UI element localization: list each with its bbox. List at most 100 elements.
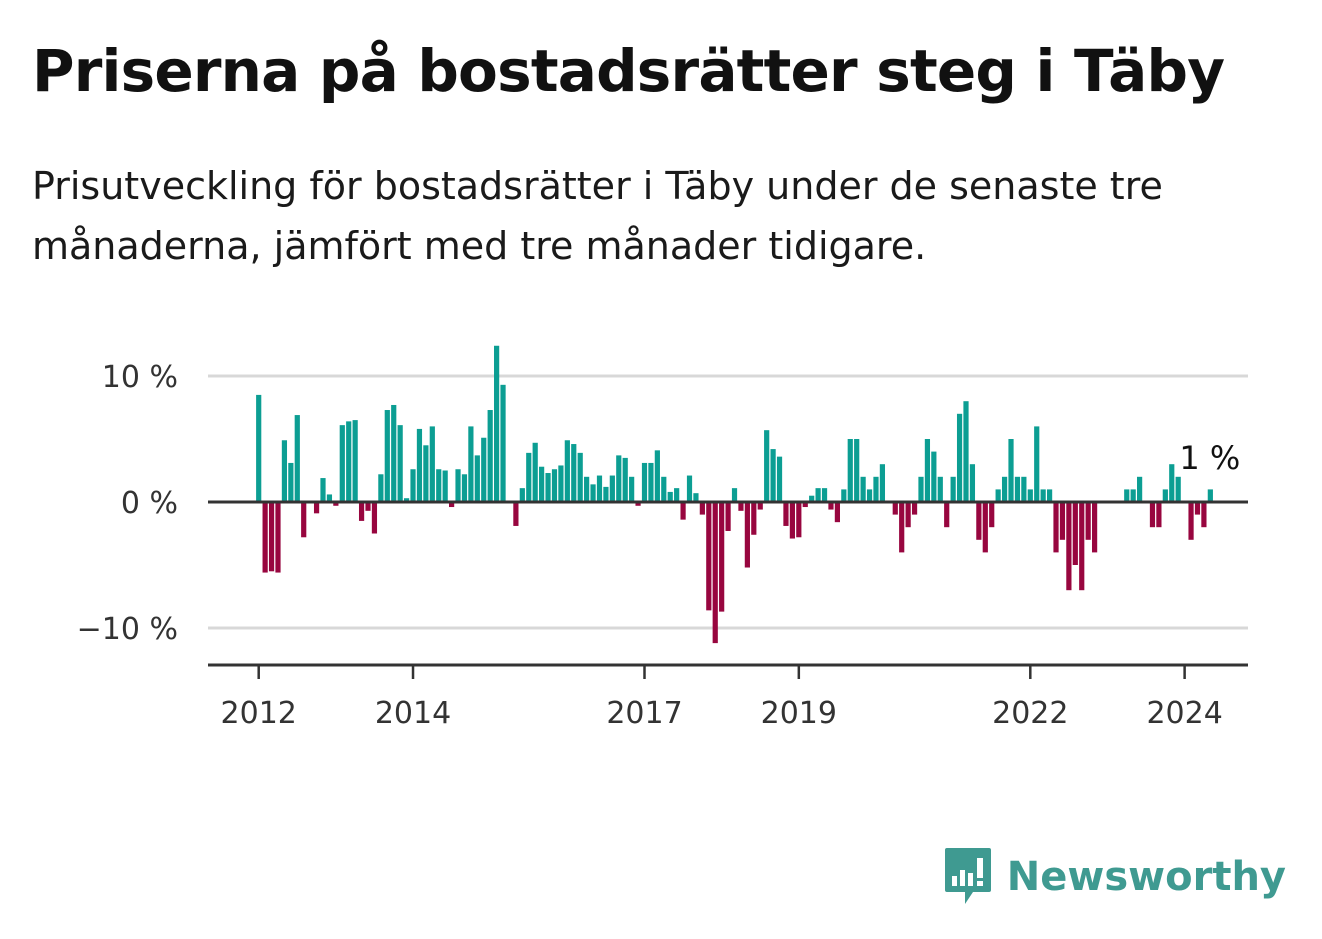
bar — [326, 494, 333, 502]
bar — [982, 502, 988, 553]
bar — [622, 457, 628, 502]
bar — [674, 488, 680, 502]
bar — [1008, 439, 1014, 502]
bar — [1014, 476, 1021, 502]
bar — [738, 502, 744, 511]
bar — [1027, 489, 1033, 502]
bar — [815, 488, 821, 502]
bar — [680, 502, 686, 520]
bar — [526, 452, 532, 502]
bar — [1001, 476, 1008, 502]
bar — [1092, 502, 1098, 553]
bar-chart: 10 % 0 % −10 % 2012 2014 2017 2019 2022 2024 1 % — [77, 345, 1248, 731]
bar — [629, 476, 635, 502]
bar — [641, 462, 648, 502]
bar — [500, 384, 506, 502]
bar — [616, 455, 622, 502]
bar — [1201, 502, 1207, 528]
x-tick-label: 2024 — [1146, 696, 1222, 731]
x-tick-label: 2022 — [992, 696, 1068, 731]
bar — [571, 444, 577, 502]
bar — [346, 421, 352, 502]
bar — [1072, 502, 1078, 565]
bar — [320, 478, 326, 502]
bar — [584, 476, 590, 502]
bar — [648, 462, 654, 502]
bar — [1169, 464, 1175, 502]
bar — [468, 426, 474, 502]
bar — [1207, 489, 1213, 502]
bar — [860, 476, 866, 502]
bar — [371, 502, 378, 534]
y-tick-label: −10 % — [77, 612, 178, 647]
bar — [1053, 502, 1059, 553]
bar — [268, 502, 275, 572]
bar — [449, 502, 455, 508]
bar — [590, 484, 596, 502]
bar — [725, 502, 731, 531]
bar — [256, 394, 262, 502]
gridlines — [208, 374, 1248, 630]
bar — [545, 473, 551, 502]
bar — [918, 476, 924, 502]
bar — [281, 440, 288, 502]
bar — [1156, 502, 1162, 528]
bar — [596, 475, 603, 502]
bar — [731, 488, 738, 502]
bar — [532, 442, 538, 502]
bar — [481, 437, 487, 502]
bar — [461, 474, 468, 502]
bar — [841, 489, 847, 502]
bar — [873, 476, 879, 502]
bar — [301, 502, 307, 538]
bar — [262, 502, 268, 573]
newsworthy-logo-icon — [944, 848, 991, 904]
bar — [1130, 489, 1136, 502]
bar — [423, 445, 429, 502]
bar — [757, 502, 763, 510]
bar — [789, 502, 795, 539]
bar — [892, 502, 898, 515]
bar — [976, 502, 982, 540]
bar — [313, 502, 320, 514]
bar — [474, 455, 480, 502]
bar — [513, 502, 519, 526]
bars — [256, 345, 1213, 644]
axes — [208, 500, 1248, 679]
bar — [1188, 502, 1194, 540]
bar — [603, 486, 609, 502]
bar — [352, 420, 358, 502]
x-tick-label: 2012 — [221, 696, 297, 731]
bar — [339, 425, 345, 502]
bar — [635, 502, 641, 506]
brand-name: Newsworthy — [1006, 854, 1286, 900]
bar — [847, 439, 853, 502]
chart-title: Priserna på bostadsrätter steg i Täby — [32, 37, 1225, 105]
bar — [1194, 502, 1201, 515]
bar — [519, 488, 525, 502]
brand-logo: Newsworthy — [943, 846, 1286, 908]
bar — [416, 428, 423, 502]
bar — [764, 430, 770, 502]
bar — [796, 502, 802, 538]
bar — [1034, 426, 1040, 502]
bar — [905, 502, 911, 528]
y-tick-label: 10 % — [102, 360, 178, 395]
bar — [410, 469, 416, 502]
bar — [956, 413, 963, 502]
bar — [429, 426, 435, 502]
bar — [879, 464, 886, 502]
bar — [719, 502, 725, 612]
bar — [911, 502, 918, 515]
bar — [744, 502, 750, 568]
bar — [275, 502, 281, 573]
bar — [455, 469, 461, 502]
y-tick-label: 0 % — [121, 486, 178, 521]
bar — [358, 502, 365, 521]
bar — [995, 489, 1001, 502]
bar — [558, 465, 564, 502]
bar — [1066, 502, 1072, 591]
bar — [821, 488, 828, 502]
bar — [854, 439, 860, 502]
bar — [937, 476, 943, 502]
